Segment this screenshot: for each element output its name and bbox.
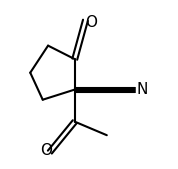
Text: O: O: [85, 15, 97, 30]
Text: O: O: [40, 143, 52, 158]
Text: N: N: [136, 82, 147, 97]
